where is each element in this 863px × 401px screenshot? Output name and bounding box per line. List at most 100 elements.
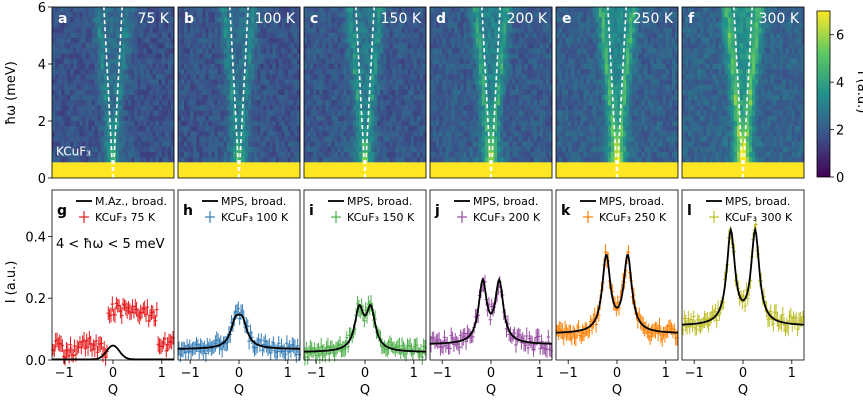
heatmap-cell [178,58,182,65]
heatmap-cell [568,12,572,18]
heatmap-cell [116,22,120,29]
heatmap-cell [374,95,378,101]
heatmap-cell [137,115,141,122]
heatmap-cell [184,131,188,137]
heatmap-cell [217,141,222,148]
heatmap-cell [272,100,276,106]
heatmap-cell [380,69,384,75]
heatmap-cell [167,131,172,137]
heatmap-cell [58,84,62,91]
heatmap-cell [232,120,237,127]
heatmap-cell [524,100,528,106]
heatmap-cell [223,100,228,106]
heatmap-cell [334,126,338,132]
heatmap-cell [85,58,89,65]
heatmap-cell [55,7,59,13]
heatmap-cell [97,141,102,148]
heatmap-cell [149,7,154,13]
heatmap-cell [457,151,461,158]
heatmap-cell [58,43,62,49]
heatmap-cell [404,7,409,13]
heatmap-cell [466,69,471,75]
heatmap-cell [214,151,219,158]
heatmap-cell [430,151,434,158]
heatmap-cell [61,79,65,86]
heatmap-cell [536,136,541,143]
heatmap-cell [229,53,234,60]
heatmap-cell [251,63,255,70]
heatmap-cell [167,69,172,75]
heatmap-cell [638,17,642,23]
heatmap-cell [67,69,71,75]
heatmap-cell [322,120,326,127]
heatmap-cell [512,115,516,122]
heatmap-cell [439,48,443,54]
heatmap-cell [460,151,464,158]
heatmap-cell [184,17,188,23]
heatmap-cell [410,17,415,23]
heatmap-cell [574,12,578,18]
heatmap-cell [260,27,264,34]
heatmap-cell [257,69,261,75]
heatmap-cell [542,63,547,70]
heatmap-cell [368,136,372,143]
heatmap-cell [407,100,412,106]
heatmap-cell [232,69,237,75]
heatmap-cell [334,53,338,60]
heatmap-cell [97,95,102,101]
heatmap-cell [448,7,452,13]
heatmap-cell [352,141,357,148]
heatmap-cell [445,32,449,39]
heatmap-cell [484,105,489,111]
heatmap-cell [433,151,437,158]
heatmap-cell [158,89,163,96]
heatmap-cell [380,89,384,96]
heatmap-cell [454,69,458,75]
heatmap-cell [352,84,357,91]
heatmap-cell [220,95,225,101]
heatmap-cell [419,120,424,127]
heatmap-cell [472,89,477,96]
heatmap-cell [275,136,280,143]
heatmap-cell [125,105,129,111]
heatmap-cell [199,12,203,18]
heatmap-cell [103,120,108,127]
heatmap-cell [296,84,301,91]
heatmap-cell [97,157,102,163]
heatmap-cell [395,79,399,86]
heatmap-cell [155,110,160,117]
heatmap-cell [202,7,206,13]
heatmap-cell [281,126,286,132]
heatmap-cell [316,32,320,39]
heatmap-cell [178,95,182,101]
heatmap-cell [272,22,276,29]
heatmap-cell [79,53,83,60]
heatmap-cell [346,27,351,34]
heatmap-cell [287,100,292,106]
heatmap-cell [158,115,163,122]
heatmap-cell [371,22,375,29]
heatmap-cell [445,43,449,49]
heatmap-cell [548,84,553,91]
heatmap-cell [128,63,132,70]
heatmap-cell [140,84,144,91]
heatmap-cell [275,74,280,80]
heatmap-cell [521,100,525,106]
heatmap-cell [607,17,612,23]
heatmap-cell [278,7,283,13]
heatmap-cell [82,141,86,148]
heatmap-cell [491,27,495,34]
heatmap-cell [229,17,234,23]
heatmap-cell [82,79,86,86]
heatmap-cell [103,58,108,65]
heatmap-cell [365,141,369,148]
heatmap-cell [512,126,516,132]
heatmap-cell [91,84,96,91]
heatmap-cell [527,105,532,111]
heatmap-cell [152,69,157,75]
heatmap-cell [164,126,169,132]
heatmap-cell [82,89,86,96]
heatmap-cell [398,136,402,143]
heatmap-cell [91,22,96,29]
heatmap-cell [205,115,209,122]
